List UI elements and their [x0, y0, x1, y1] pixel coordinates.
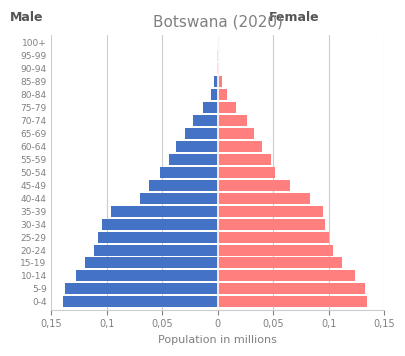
Bar: [217, 128, 254, 139]
Bar: [217, 89, 226, 100]
Bar: [217, 115, 246, 126]
Bar: [175, 141, 217, 152]
Bar: [217, 180, 289, 191]
Bar: [217, 167, 275, 178]
Bar: [217, 102, 235, 113]
Bar: [217, 154, 270, 165]
Bar: [217, 296, 367, 307]
Bar: [217, 219, 324, 230]
Bar: [217, 257, 341, 268]
Bar: [76, 271, 217, 282]
Bar: [85, 257, 217, 268]
Bar: [193, 115, 217, 126]
Bar: [111, 206, 217, 217]
Bar: [149, 180, 217, 191]
Bar: [98, 232, 217, 242]
Bar: [211, 89, 217, 100]
Bar: [94, 245, 217, 256]
Bar: [65, 283, 217, 294]
Bar: [216, 63, 217, 74]
Bar: [217, 141, 262, 152]
Bar: [217, 271, 354, 282]
Title: Botswana (2020): Botswana (2020): [152, 15, 282, 30]
Bar: [217, 245, 332, 256]
Bar: [203, 102, 217, 113]
X-axis label: Population in millions: Population in millions: [158, 335, 277, 345]
Bar: [168, 154, 217, 165]
Bar: [217, 283, 364, 294]
Text: Female: Female: [268, 11, 319, 24]
Bar: [217, 193, 309, 204]
Bar: [217, 63, 218, 74]
Text: Male: Male: [10, 11, 43, 24]
Bar: [217, 232, 328, 242]
Bar: [140, 193, 217, 204]
Bar: [184, 128, 217, 139]
Bar: [160, 167, 217, 178]
Bar: [217, 76, 222, 87]
Bar: [102, 219, 217, 230]
Bar: [214, 76, 217, 87]
Bar: [62, 296, 217, 307]
Bar: [217, 206, 322, 217]
